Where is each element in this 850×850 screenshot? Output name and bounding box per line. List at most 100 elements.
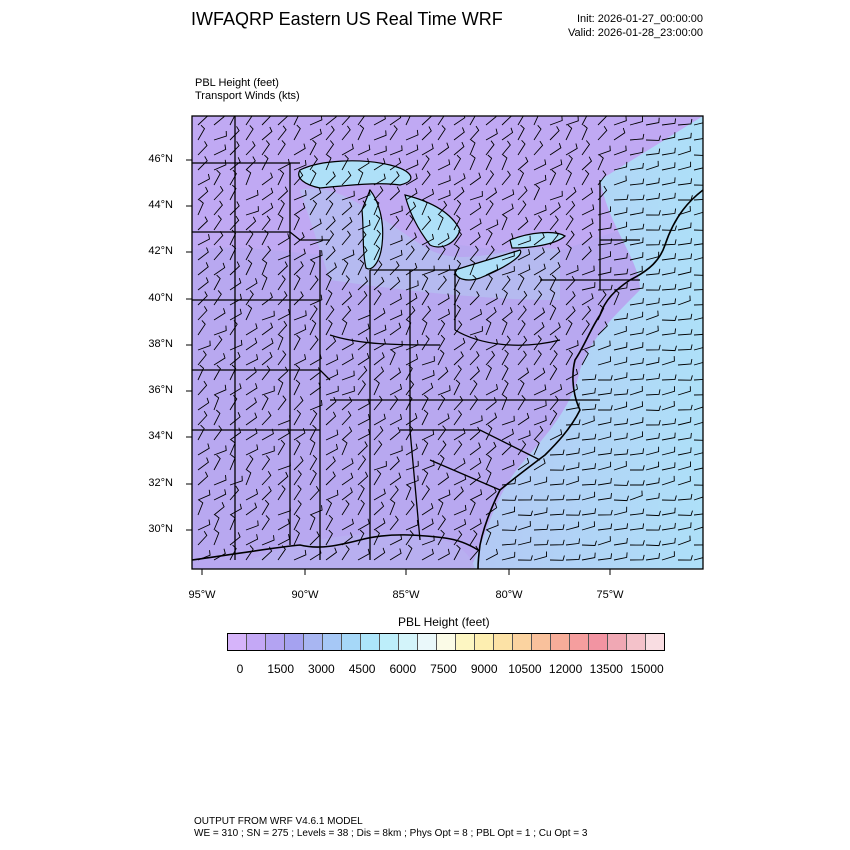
wind-barb	[421, 143, 434, 156]
wind-barb	[677, 344, 693, 351]
wind-barb	[693, 274, 703, 276]
wind-barb	[213, 514, 220, 531]
wind-barb	[598, 405, 613, 411]
wind-barb	[389, 145, 403, 156]
wind-barb	[549, 409, 558, 426]
wind-barb	[645, 540, 661, 547]
wind-barb	[613, 161, 628, 171]
wind-barb	[581, 479, 597, 486]
wind-barb	[213, 335, 223, 351]
wind-barb	[533, 116, 539, 126]
wind-barb	[213, 425, 223, 441]
wind-barb	[677, 461, 691, 471]
wind-barb	[389, 276, 401, 291]
wind-barb	[245, 412, 258, 426]
wind-barb	[485, 397, 497, 411]
wind-barb	[309, 548, 322, 561]
wind-barb	[645, 310, 659, 321]
wind-barb	[517, 264, 531, 276]
lat-label: 34°N	[148, 430, 173, 442]
wind-barb	[277, 214, 284, 231]
wind-barb	[245, 520, 259, 531]
wind-barb	[501, 127, 514, 141]
wind-barb	[661, 192, 676, 201]
wind-barb	[485, 520, 499, 531]
wind-barb	[501, 364, 509, 381]
wind-barb	[629, 116, 643, 126]
wind-barb	[629, 373, 645, 381]
wind-barb	[277, 140, 286, 156]
wind-barb	[405, 292, 418, 306]
wind-barb	[325, 289, 333, 306]
wind-barb	[373, 518, 386, 531]
colorbar-title: PBL Height (feet)	[398, 615, 490, 629]
wind-barb	[389, 383, 403, 396]
wind-barb	[405, 280, 419, 291]
wind-barb	[629, 448, 645, 456]
wind-barb	[357, 189, 371, 201]
wind-barb	[261, 470, 272, 486]
wind-barb	[389, 395, 399, 411]
wind-barb	[661, 432, 676, 441]
wind-barb	[373, 460, 387, 471]
wind-barb	[341, 370, 355, 381]
wind-barb	[645, 225, 661, 231]
wind-barb	[357, 471, 369, 486]
wind-barb	[517, 350, 527, 366]
wind-barb	[677, 205, 691, 216]
wind-barb	[357, 352, 370, 366]
wind-barb	[549, 289, 556, 306]
wind-barb	[437, 385, 451, 396]
wind-barb	[629, 385, 643, 396]
wind-barb	[549, 449, 565, 456]
wind-barb	[533, 263, 546, 276]
wind-barb	[501, 525, 517, 531]
wind-barb	[645, 117, 660, 126]
wind-barb	[229, 261, 240, 276]
wind-barb	[469, 351, 480, 366]
wind-barb	[517, 116, 524, 126]
wind-barb	[389, 186, 401, 201]
wind-barb	[277, 199, 285, 216]
wind-barb	[693, 484, 703, 486]
wind-barb	[309, 259, 316, 276]
wind-barb	[629, 252, 644, 261]
wind-barb	[197, 380, 208, 396]
wind-barb	[197, 247, 209, 261]
wind-barb	[581, 446, 596, 456]
wind-barb	[629, 237, 644, 246]
wind-barb	[453, 116, 466, 126]
wind-barb	[629, 207, 644, 216]
wind-barb	[277, 379, 284, 396]
wind-barb	[645, 510, 661, 517]
wind-barb	[517, 216, 529, 231]
wind-barb	[677, 475, 691, 486]
wind-barb	[213, 159, 227, 171]
wind-barb	[613, 236, 627, 246]
wind-barb	[229, 439, 236, 456]
wind-barb	[341, 216, 353, 231]
wind-barb	[469, 335, 479, 351]
wind-barb	[613, 506, 628, 516]
wind-barb	[437, 116, 445, 126]
wind-barb	[341, 125, 351, 141]
wind-barb	[485, 187, 498, 201]
wind-barb	[533, 350, 542, 366]
wind-barb	[613, 537, 628, 546]
wind-barb	[405, 305, 416, 321]
wind-barb	[229, 475, 243, 486]
wind-barb	[341, 353, 354, 366]
wind-barb	[581, 156, 593, 171]
wind-barb	[293, 160, 307, 171]
wind-barb	[613, 268, 629, 276]
wind-barb	[293, 116, 299, 126]
wind-barb	[597, 417, 612, 426]
wind-barb	[645, 193, 660, 201]
wind-barb	[261, 215, 271, 231]
wind-barb	[341, 439, 348, 456]
wind-barb	[533, 367, 546, 381]
wind-barb	[229, 308, 242, 321]
wind-barb	[581, 403, 597, 411]
wind-barb	[597, 493, 612, 501]
wind-barb	[437, 548, 450, 561]
